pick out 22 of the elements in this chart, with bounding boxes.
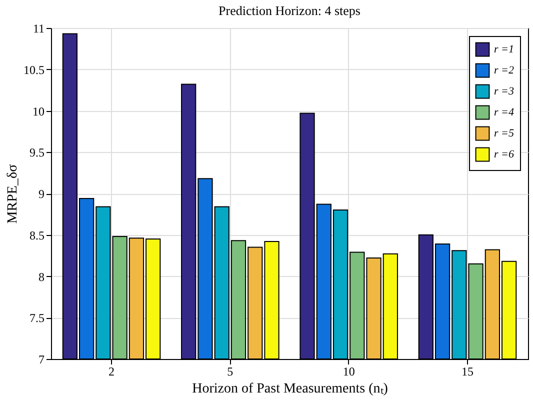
chart-title: Prediction Horizon: 4 steps xyxy=(218,3,360,18)
legend-label: r =1 xyxy=(494,44,514,56)
x-tick-label: 15 xyxy=(461,364,474,378)
x-tick-label: 10 xyxy=(342,364,355,378)
legend-label: r =3 xyxy=(494,86,514,98)
y-tick-label: 7 xyxy=(38,352,44,366)
x-tick-label: 2 xyxy=(108,364,115,378)
y-tick-label: 7.5 xyxy=(30,311,44,326)
y-tick-label: 9 xyxy=(38,187,44,201)
y-tick-label: 10.5 xyxy=(24,62,44,77)
y-tick-label: 9.5 xyxy=(30,146,44,160)
legend-label: r =4 xyxy=(494,106,514,118)
y-tick-label: 8 xyxy=(38,270,44,284)
x-axis-title: Horizon of Past Measurements (nₜ) xyxy=(192,382,388,396)
y-axis-title: MRPE_δσ xyxy=(6,164,20,224)
y-tick-label: 10 xyxy=(32,104,44,118)
legend-label: r =2 xyxy=(494,64,514,76)
legend-label: r =5 xyxy=(494,128,514,140)
y-tick-label: 8.5 xyxy=(30,228,44,242)
x-tick-label: 5 xyxy=(227,364,234,378)
y-tick-label: 11 xyxy=(32,22,44,36)
legend-label: r =6 xyxy=(494,148,514,160)
